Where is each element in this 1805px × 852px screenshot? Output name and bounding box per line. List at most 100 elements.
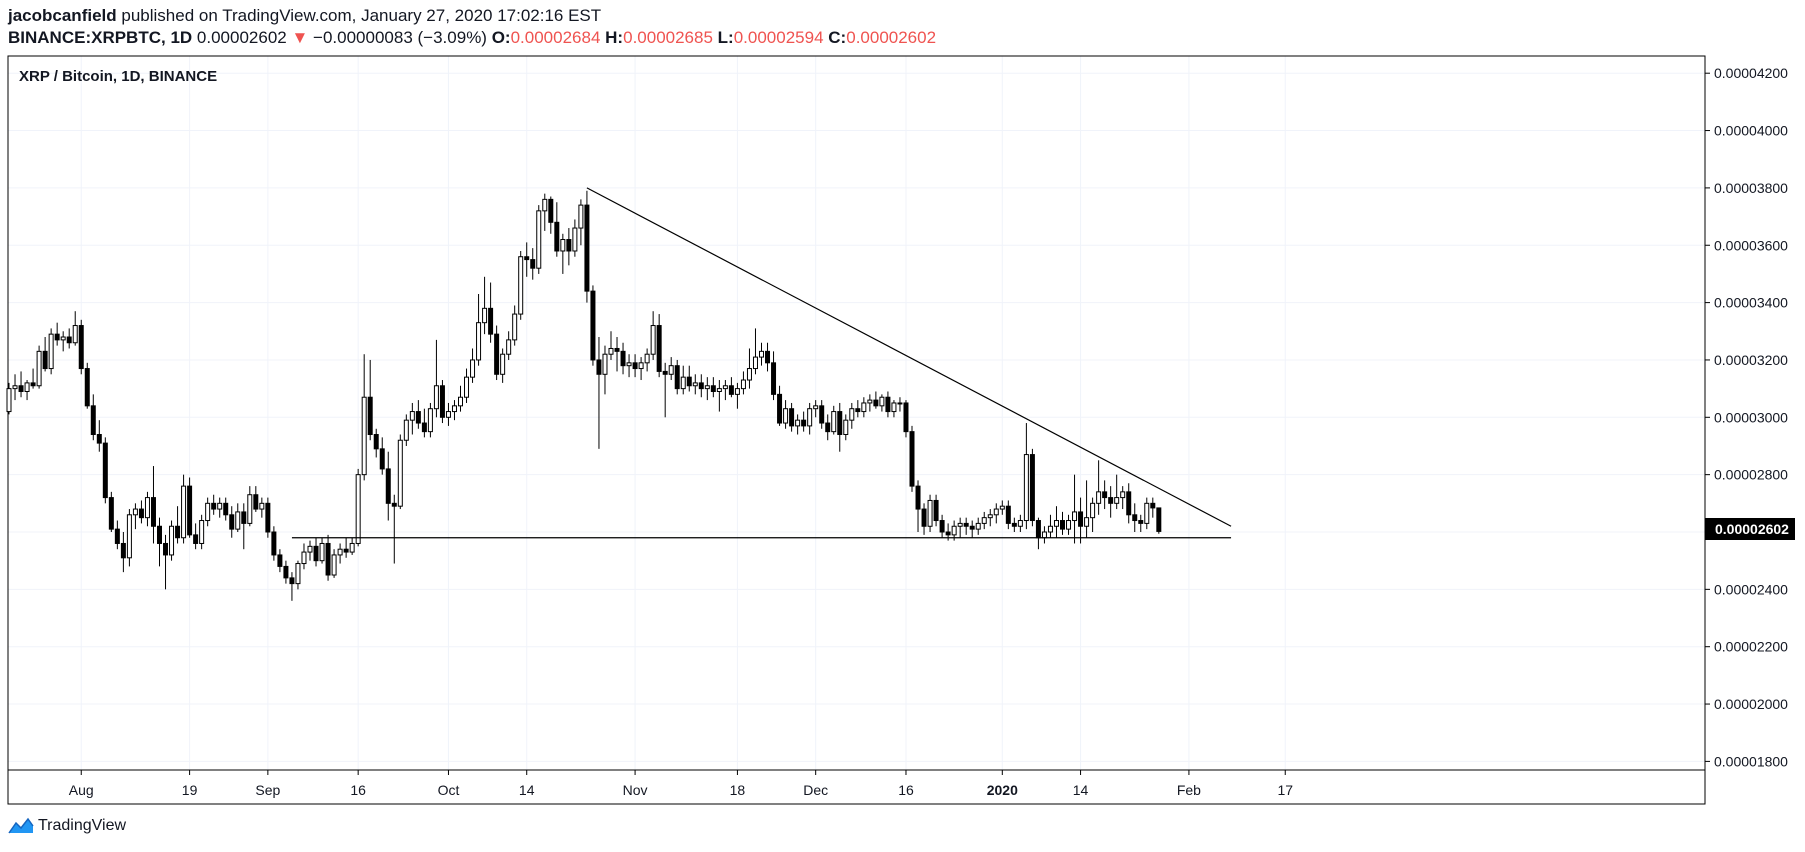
candle-body bbox=[951, 525, 957, 536]
candle-body bbox=[710, 385, 716, 392]
candle-body bbox=[704, 385, 710, 390]
candle-body bbox=[229, 514, 235, 530]
candle bbox=[445, 402, 451, 426]
candle bbox=[644, 348, 650, 372]
y-tick-label: 0.00002000 bbox=[1714, 696, 1788, 712]
candle-body bbox=[771, 362, 777, 395]
candle-body bbox=[144, 497, 150, 519]
candle bbox=[1114, 474, 1120, 510]
candle-body bbox=[831, 411, 837, 433]
candle bbox=[379, 437, 385, 475]
candle-body bbox=[24, 382, 30, 392]
candle-body bbox=[451, 405, 457, 413]
candle-body bbox=[1156, 507, 1162, 532]
candle bbox=[1047, 514, 1053, 538]
candle bbox=[993, 503, 999, 524]
candle-body bbox=[674, 365, 680, 390]
candle bbox=[108, 491, 114, 532]
candle bbox=[1023, 423, 1029, 530]
candle-body bbox=[632, 362, 638, 370]
candle bbox=[343, 537, 349, 558]
candle bbox=[885, 391, 891, 418]
candle bbox=[1102, 480, 1108, 510]
candle bbox=[1150, 497, 1156, 518]
descending-resistance-line bbox=[586, 187, 1232, 527]
candle-body bbox=[54, 333, 60, 341]
candle-body bbox=[506, 339, 512, 355]
candle bbox=[710, 377, 716, 398]
candle-body bbox=[590, 290, 596, 361]
candle bbox=[319, 537, 325, 564]
candle-body bbox=[241, 511, 247, 524]
candle-body bbox=[638, 362, 644, 370]
price-axis: 0.00001800 0.00002000 0.00002200 0.00002400… bbox=[1705, 65, 1788, 769]
candle-body bbox=[752, 356, 758, 370]
candle-body bbox=[614, 347, 620, 352]
last-price-tag-bg bbox=[1705, 518, 1795, 540]
candle bbox=[229, 506, 235, 538]
candle bbox=[30, 368, 36, 389]
candle-body bbox=[500, 353, 506, 375]
candle bbox=[686, 365, 692, 392]
candle-body bbox=[1005, 505, 1011, 524]
y-tick-label: 0.00003400 bbox=[1714, 295, 1788, 311]
candle-body bbox=[66, 336, 72, 344]
x-tick-label: Oct bbox=[438, 782, 460, 798]
candle-body bbox=[867, 399, 873, 404]
candle bbox=[331, 549, 337, 578]
candle bbox=[120, 532, 126, 573]
candle bbox=[933, 494, 939, 527]
candle bbox=[746, 348, 752, 389]
candle-body bbox=[277, 554, 283, 567]
candle bbox=[795, 414, 801, 435]
candle-body bbox=[783, 408, 789, 424]
candle bbox=[656, 314, 662, 378]
candle-body bbox=[30, 382, 36, 387]
candle-body bbox=[891, 402, 897, 413]
candle bbox=[584, 190, 590, 303]
candle-body bbox=[1138, 520, 1144, 524]
candle-body bbox=[981, 517, 987, 524]
footer-brand[interactable]: TradingView bbox=[8, 817, 126, 835]
candle-body bbox=[740, 379, 746, 390]
published-text: published on TradingView.com, January 27… bbox=[121, 6, 602, 25]
candle bbox=[813, 400, 819, 418]
candle-body bbox=[205, 502, 211, 522]
y-tick-label: 0.00004000 bbox=[1714, 123, 1788, 139]
candle bbox=[638, 357, 644, 381]
candle-body bbox=[187, 485, 193, 536]
candle bbox=[500, 348, 506, 383]
x-tick-label: Feb bbox=[1177, 782, 1201, 798]
candle-body bbox=[60, 336, 66, 341]
x-tick-label: Dec bbox=[803, 782, 828, 798]
candle bbox=[915, 480, 921, 532]
candle-body bbox=[957, 522, 963, 527]
time-axis: Aug 19 Sep 16 Oct 14 Nov 18 Dec 16 2020 14 Feb 17 bbox=[69, 770, 1293, 798]
candle-body bbox=[987, 514, 993, 519]
candle-body bbox=[596, 359, 602, 375]
y-tick-label: 0.00003800 bbox=[1714, 180, 1788, 196]
candle bbox=[506, 331, 512, 360]
brand-name: TradingView bbox=[38, 817, 127, 834]
candle-body bbox=[1060, 520, 1065, 530]
candle bbox=[211, 494, 217, 515]
candle-body bbox=[921, 508, 927, 527]
candle bbox=[554, 202, 560, 257]
candle bbox=[909, 425, 915, 492]
candle-body bbox=[373, 434, 379, 450]
candle-body bbox=[476, 322, 482, 361]
candle bbox=[867, 394, 873, 412]
candle bbox=[825, 414, 831, 441]
x-tick-label: 16 bbox=[898, 782, 914, 798]
candle-body bbox=[36, 350, 42, 387]
x-tick-label: 17 bbox=[1277, 782, 1293, 798]
candle bbox=[325, 534, 331, 581]
candle bbox=[1096, 460, 1102, 515]
candle bbox=[1138, 514, 1144, 532]
candle bbox=[1108, 486, 1114, 518]
candle bbox=[247, 486, 253, 527]
candle bbox=[668, 357, 674, 381]
candle bbox=[1053, 506, 1059, 538]
candle-body bbox=[518, 256, 524, 315]
